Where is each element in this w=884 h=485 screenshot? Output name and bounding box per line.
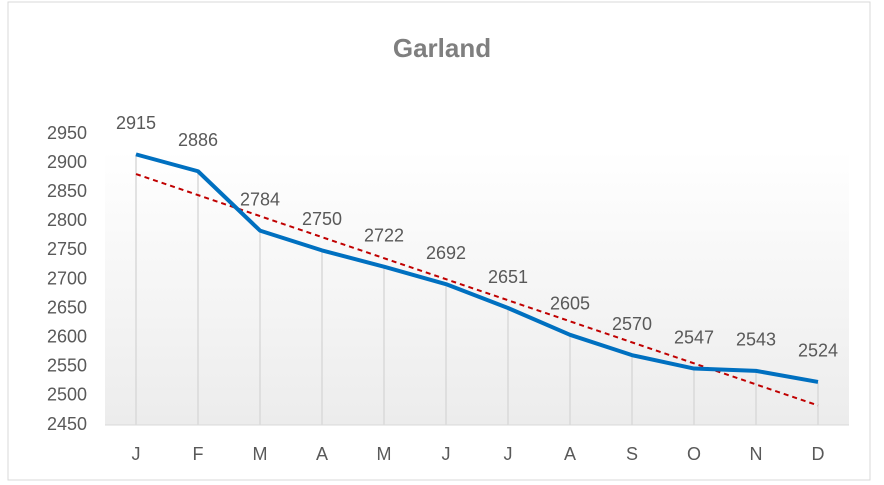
plot-background (105, 150, 849, 425)
y-tick-label: 2700 (47, 268, 87, 288)
y-tick-label: 2550 (47, 356, 87, 376)
chart-title: Garland (393, 33, 491, 63)
x-tick-label: J (132, 444, 141, 464)
data-label: 2605 (550, 294, 590, 314)
data-label: 2651 (488, 267, 528, 287)
y-tick-label: 2500 (47, 385, 87, 405)
y-tick-label: 2450 (47, 414, 87, 434)
y-tick-label: 2600 (47, 326, 87, 346)
y-tick-label: 2800 (47, 210, 87, 230)
y-tick-label: 2850 (47, 181, 87, 201)
data-label: 2915 (116, 113, 156, 133)
x-tick-label: A (564, 444, 576, 464)
data-label: 2547 (674, 327, 714, 347)
x-tick-label: O (687, 444, 701, 464)
y-tick-label: 2950 (47, 123, 87, 143)
x-tick-label: M (377, 444, 392, 464)
x-tick-label: A (316, 444, 328, 464)
data-label: 2750 (302, 209, 342, 229)
x-tick-label: S (626, 444, 638, 464)
trendline (135, 173, 819, 407)
data-label: 2692 (426, 243, 466, 263)
data-label: 2886 (178, 130, 218, 150)
series-line (135, 152, 819, 384)
data-label: 2543 (736, 330, 776, 350)
x-tick-label: J (504, 444, 513, 464)
x-tick-label: N (750, 444, 763, 464)
data-label: 2722 (364, 225, 404, 245)
data-label: 2784 (240, 189, 280, 209)
x-tick-label: F (193, 444, 204, 464)
y-tick-label: 2900 (47, 152, 87, 172)
y-tick-label: 2750 (47, 239, 87, 259)
x-tick-label: J (442, 444, 451, 464)
x-tick-label: M (253, 444, 268, 464)
y-tick-label: 2650 (47, 297, 87, 317)
data-label: 2524 (798, 341, 838, 361)
x-tick-label: D (812, 444, 825, 464)
data-label: 2570 (612, 314, 652, 334)
